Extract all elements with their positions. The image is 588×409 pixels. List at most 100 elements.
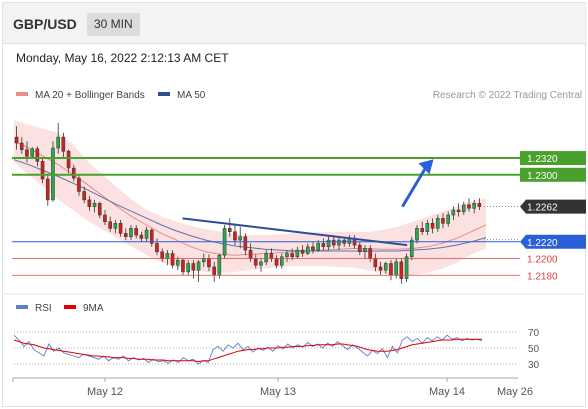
candle <box>186 260 190 276</box>
rsi-tick-label: 70 <box>528 328 540 339</box>
candle <box>430 218 435 234</box>
candle-body <box>103 214 107 222</box>
rsi-tick-label: 50 <box>528 344 540 355</box>
candle <box>175 256 180 271</box>
candle-body <box>92 203 97 207</box>
candle <box>71 164 76 182</box>
forecast-arrow-head <box>418 159 434 175</box>
candle-body <box>160 251 164 259</box>
candle-body <box>186 263 190 273</box>
candle-body <box>420 228 424 232</box>
candle <box>321 238 326 251</box>
candle <box>300 245 305 257</box>
candle <box>14 126 19 150</box>
candle <box>279 253 284 269</box>
candle <box>97 201 102 219</box>
candle-body <box>113 223 118 229</box>
candle-body <box>357 244 362 253</box>
candle <box>404 253 409 282</box>
candle <box>40 158 45 184</box>
candle-body <box>144 229 149 239</box>
candle <box>103 209 107 226</box>
x-axis: May 12 May 13 May 14 May 26 <box>4 293 586 398</box>
rsi-panel: 30 50 70 <box>13 328 540 371</box>
candle-body <box>425 223 430 232</box>
candle-body <box>399 261 404 279</box>
candle-body <box>404 256 409 279</box>
candle-body <box>19 142 24 150</box>
candle-body <box>311 246 315 251</box>
candle-body <box>378 266 383 271</box>
support-label: 1.2200 <box>527 255 558 266</box>
candle <box>357 241 362 256</box>
candle <box>45 174 50 206</box>
candle <box>155 238 159 256</box>
candle-body <box>248 249 253 259</box>
rsi-legend-label: RSI <box>35 303 52 314</box>
candle <box>51 141 55 202</box>
candle <box>227 218 232 237</box>
candle <box>129 225 133 241</box>
candle-body <box>368 248 372 259</box>
candle-body <box>87 199 92 207</box>
candle <box>420 221 424 236</box>
price-legend: MA 20 + Bollinger Bands MA 50 Research ©… <box>16 90 582 101</box>
candle <box>409 236 414 261</box>
candle-body <box>149 229 154 244</box>
candle-body <box>337 239 341 246</box>
candle <box>82 186 86 204</box>
candle <box>435 214 440 232</box>
candle-body <box>305 246 310 254</box>
candle-body <box>472 203 476 209</box>
candle-body <box>97 203 102 216</box>
rsi-9ma-line <box>13 338 482 363</box>
candle-body <box>316 243 320 251</box>
rsi-tick-label: 30 <box>528 360 540 371</box>
rsi-legend: RSI 9MA <box>16 303 104 314</box>
candle <box>378 261 383 276</box>
candle-body <box>264 253 268 263</box>
resistance-label-bg <box>520 167 586 182</box>
pivot-label: 1.2220 <box>527 238 558 249</box>
timeframe-badge[interactable]: 30 MIN <box>87 13 140 36</box>
x-tick-label: May 26 <box>497 386 533 398</box>
candle-body <box>25 149 29 157</box>
candle-body <box>175 259 180 266</box>
candle-body <box>82 191 86 201</box>
candle-body <box>435 218 440 229</box>
candle-body <box>415 228 419 241</box>
candle-body <box>389 263 393 276</box>
candle-body <box>477 203 482 207</box>
candle-body <box>155 243 159 253</box>
candle-body <box>279 256 284 266</box>
9ma-legend-label: 9MA <box>83 303 104 314</box>
candle-body <box>394 261 398 276</box>
candle <box>19 137 24 154</box>
candle-body <box>331 239 336 246</box>
candle-body <box>409 239 414 258</box>
candle <box>35 146 40 167</box>
x-tick-label: May 13 <box>260 386 296 398</box>
pivot-label-bg <box>520 234 586 249</box>
candle <box>144 226 149 242</box>
ma50-legend-swatch <box>158 92 170 96</box>
candle-body <box>290 253 294 258</box>
candle <box>451 206 456 220</box>
candle-body <box>373 258 378 268</box>
chart-header: GBP/USD 30 MIN <box>3 3 587 44</box>
candle-body <box>243 236 248 251</box>
candle <box>415 225 419 244</box>
candle <box>264 250 268 266</box>
candle <box>77 174 81 196</box>
currency-pair-title: GBP/USD <box>13 16 77 32</box>
ma20-legend-swatch <box>16 92 28 96</box>
candle-body <box>30 148 34 157</box>
candle-body <box>56 136 60 149</box>
candle-body <box>14 136 19 144</box>
candle-body <box>295 249 300 258</box>
resistance-label: 1.2320 <box>527 154 558 165</box>
candle <box>456 203 461 217</box>
candle-body <box>118 223 123 234</box>
research-credit: Research © 2022 Trading Central <box>433 90 582 101</box>
